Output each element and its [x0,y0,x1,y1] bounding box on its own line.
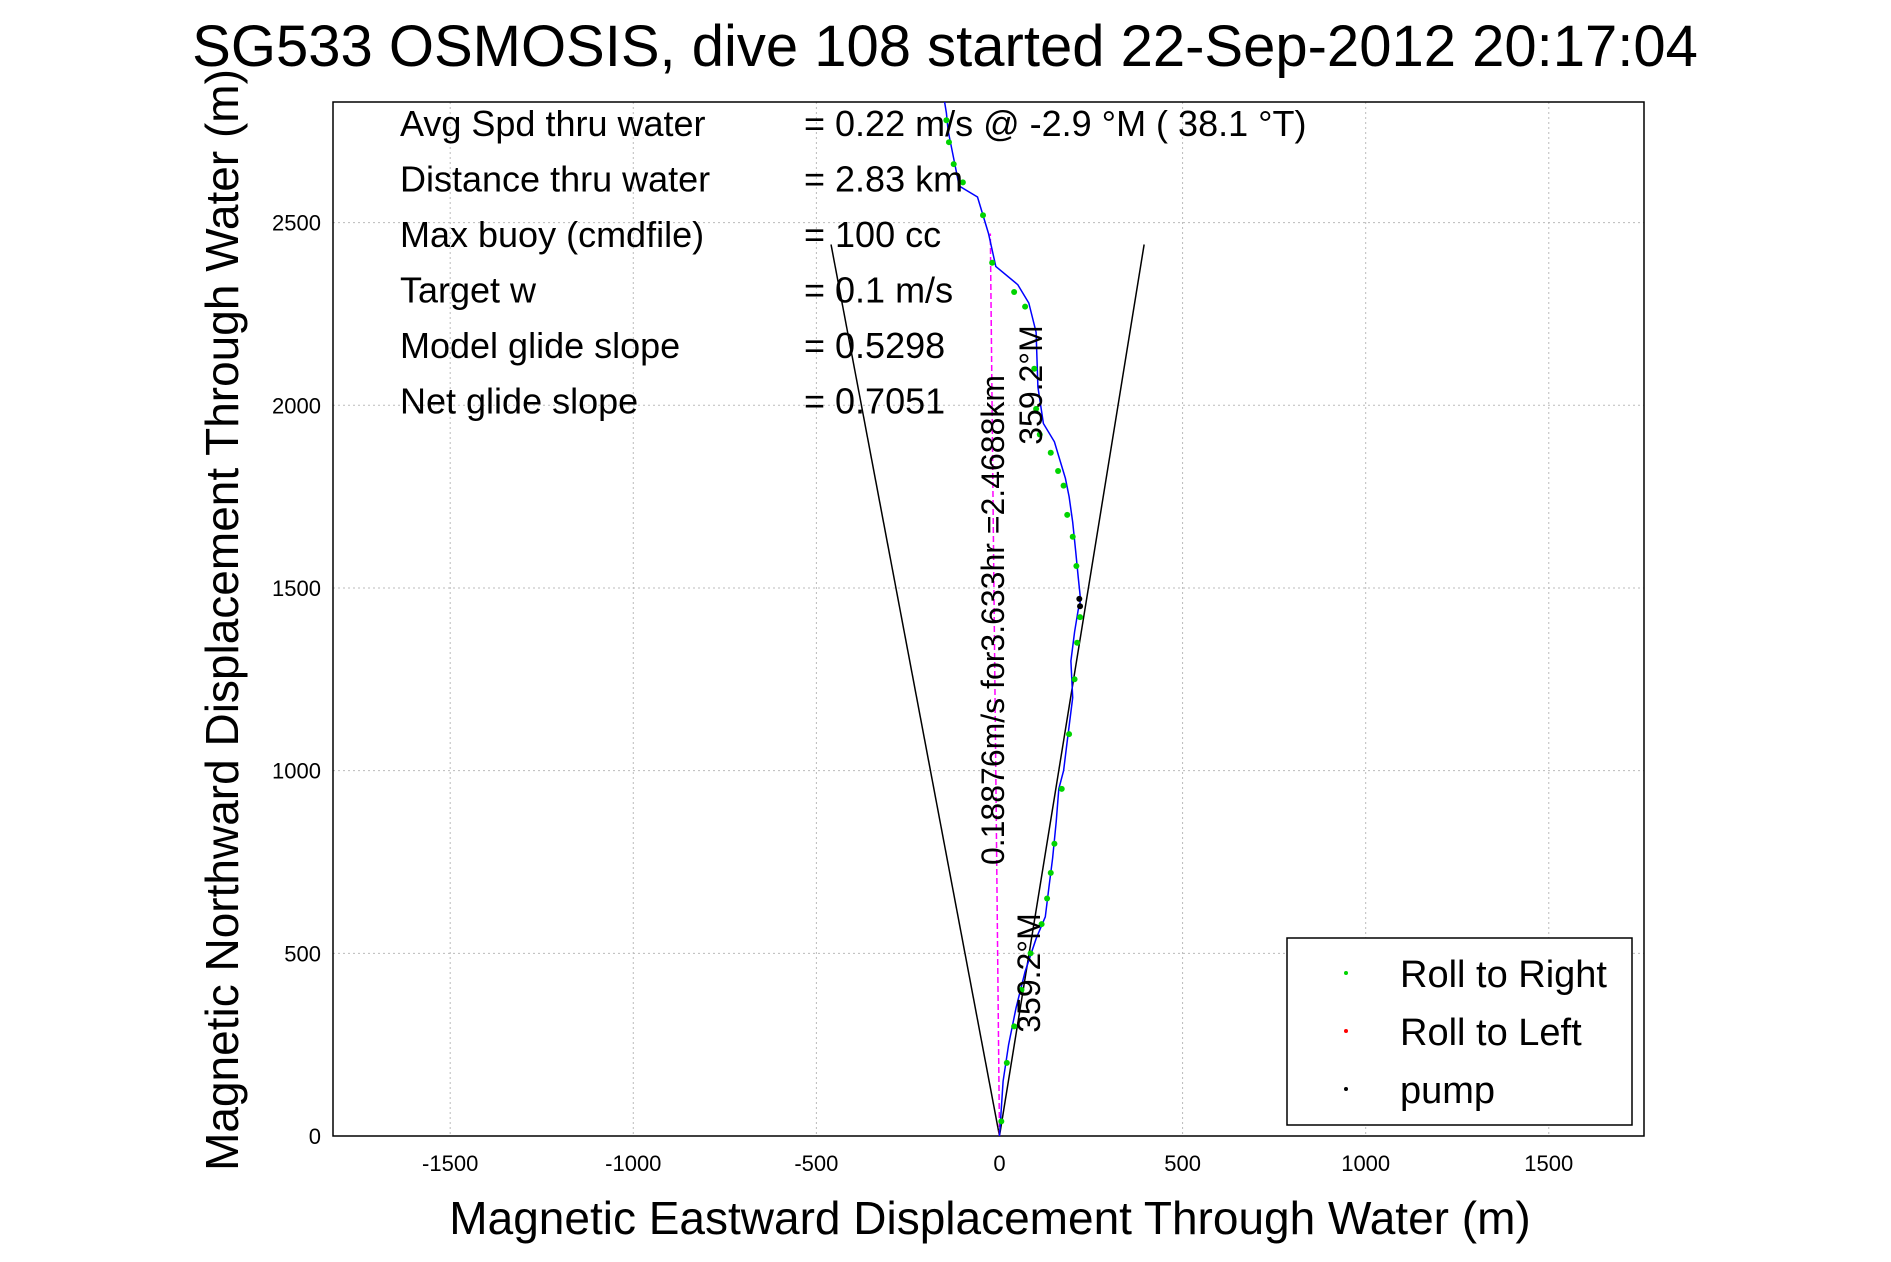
marker-roll-to-right [1044,895,1051,902]
y-tick-label: 1000 [272,759,321,784]
x-tick-label: 0 [993,1151,1005,1176]
current-vector [989,233,1001,1137]
y-tick-label: 1500 [272,576,321,601]
marker-roll-to-right [1064,511,1071,518]
marker-roll-to-right [1069,533,1076,540]
marker-roll-to-right [1058,785,1065,792]
info-value: = 0.22 m/s @ -2.9 °M ( 38.1 °T) [804,103,1307,144]
y-tick-label: 2500 [272,211,321,236]
chart-title: SG533 OSMOSIS, dive 108 started 22-Sep-2… [192,14,1698,79]
marker-roll-to-right [1047,869,1054,876]
info-label: Avg Spd thru water [400,103,706,144]
y-tick-label: 500 [284,941,321,966]
marker-roll-to-right [989,259,996,266]
marker-pump [1077,603,1084,610]
dive-track [943,101,1081,1137]
marker-roll-to-right [980,212,987,219]
marker-roll-to-right [1073,563,1080,570]
y-tick-label: 0 [309,1124,321,1149]
y-tick-labels: 0 500 1000 1500 2000 2500 [272,211,321,1149]
axes-box [332,101,1645,1137]
y-axis-label: Magnetic Northward Displacement Through … [196,69,248,1171]
info-value: = 0.1 m/s [804,270,953,311]
info-value: = 100 cc [804,214,941,255]
info-label: Distance thru water [400,159,710,200]
marker-roll-to-right [1036,431,1043,438]
info-value: = 0.5298 [804,325,945,366]
x-axis-label: Magnetic Eastward Displacement Through W… [449,1192,1530,1244]
x-tick-label: 500 [1164,1151,1201,1176]
dive-info-block: Avg Spd thru water = 0.22 m/s @ -2.9 °M (… [400,103,1307,422]
current-vector-label: 0.18876m/s for3.633hr =2.4688km [975,375,1011,865]
x-tick-label: -1000 [605,1151,661,1176]
heading-upper-label: 359.2°M [1013,325,1049,445]
marker-roll-to-right [1047,449,1054,456]
legend-marker-pump [1344,1087,1348,1091]
marker-roll-to-right [950,161,957,168]
marker-roll-to-right [1031,365,1038,372]
marker-roll-to-right [1033,405,1040,412]
legend-marker-roll-right [1344,971,1348,975]
marker-roll-to-right [943,117,950,124]
info-label: Model glide slope [400,325,680,366]
x-tick-label: 1000 [1341,1151,1390,1176]
marker-roll-to-right [1077,614,1084,621]
marker-roll-to-right [959,179,966,186]
marker-roll-to-right [1055,468,1062,475]
x-tick-label: -500 [794,1151,838,1176]
marker-roll-to-right [1027,950,1034,957]
legend-label-roll-right: Roll to Right [1400,954,1607,996]
marker-roll-to-right [1038,921,1045,928]
x-tick-label: 1500 [1524,1151,1573,1176]
marker-roll-to-right [1060,482,1067,489]
marker-roll-to-right [1051,840,1058,847]
x-tick-labels: -1500 -1000 -500 0 500 1000 1500 [422,1151,1573,1176]
info-label: Max buoy (cmdfile) [400,214,704,255]
legend-marker-roll-left [1344,1029,1348,1033]
legend: Roll to Right Roll to Left pump [1286,937,1633,1126]
y-tick-label: 2000 [272,393,321,418]
marker-roll-to-right [1066,731,1073,738]
info-value: = 0.7051 [804,381,945,422]
x-tick-label: -1500 [422,1151,478,1176]
info-value: = 2.83 km [804,159,963,200]
marker-roll-to-right [1071,676,1078,683]
cone-line-left [830,244,1001,1137]
marker-roll-to-right [1011,288,1018,295]
marker-roll-to-right [1074,639,1081,646]
legend-label-roll-left: Roll to Left [1400,1012,1582,1054]
heading-lower-label: 359.2°M [1011,913,1047,1033]
marker-roll-to-right [1003,1059,1010,1066]
marker-roll-to-right [1018,986,1025,993]
track-line [943,101,1081,1137]
marker-roll-to-right [998,1118,1005,1125]
marker-roll-to-right [945,139,952,146]
marker-pump [1076,595,1083,602]
current-vector-line [989,233,1001,1137]
marker-roll-to-right [1022,303,1029,310]
roll-markers [943,117,1084,1125]
legend-label-pump: pump [1400,1070,1495,1112]
info-label: Target w [400,270,537,311]
info-label: Net glide slope [400,381,638,422]
marker-roll-to-right [1011,1023,1018,1030]
